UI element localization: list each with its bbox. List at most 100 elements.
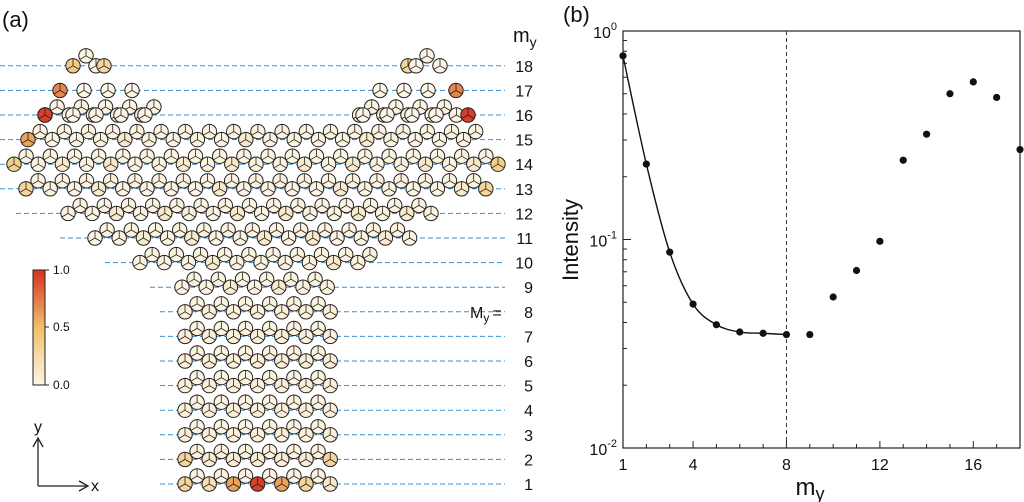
lattice-site — [181, 205, 197, 222]
lattice-site — [420, 82, 436, 99]
lattice-site — [88, 107, 104, 123]
lattice-site — [189, 419, 205, 435]
lattice-site — [274, 427, 290, 443]
lattice-site — [213, 394, 230, 410]
lattice-site — [417, 173, 433, 189]
lattice-site — [56, 123, 73, 140]
lattice-site — [226, 123, 242, 140]
lattice-site — [237, 345, 254, 361]
lattice-site — [381, 148, 397, 164]
lattice-site — [72, 197, 88, 214]
lattice-site — [237, 320, 254, 337]
lattice-site — [249, 353, 266, 369]
lattice-site — [298, 427, 314, 443]
lattice-site — [419, 123, 435, 140]
x-arrow-head — [78, 480, 90, 492]
lattice-site — [175, 156, 192, 172]
lattice-site — [163, 148, 180, 164]
data-point — [806, 330, 814, 339]
data-point — [922, 130, 931, 138]
x-axis-letter: x — [91, 478, 99, 495]
lattice-site — [225, 328, 242, 345]
lattice-site — [310, 296, 326, 312]
lattice-site — [374, 205, 391, 222]
lattice-site — [286, 320, 302, 337]
lattice-site — [256, 230, 273, 246]
lattice-site — [310, 345, 326, 361]
y-arrow-head — [32, 436, 44, 448]
lattice-site — [322, 328, 338, 345]
lattice-site — [274, 402, 290, 418]
fit-line — [622, 55, 787, 336]
lattice-site — [372, 82, 388, 99]
lattice-site — [99, 222, 115, 238]
lattice-site — [369, 173, 385, 189]
lattice-site — [177, 377, 193, 394]
data-point — [969, 78, 977, 86]
lattice-site — [274, 123, 290, 140]
lattice-site — [359, 131, 375, 148]
panel-a-label: (a) — [2, 7, 29, 32]
lattice-site — [405, 181, 421, 197]
lattice-site — [103, 156, 119, 172]
row-label: 14 — [515, 157, 533, 174]
lattice-site — [68, 131, 85, 148]
lattice-site — [407, 131, 423, 148]
lattice-site — [399, 205, 415, 222]
lattice-site — [310, 320, 326, 337]
lattice-site — [217, 246, 233, 263]
lattice-site — [431, 131, 448, 148]
lattice-site — [454, 148, 470, 164]
lattice-site — [387, 197, 403, 214]
data-point — [759, 329, 767, 337]
panel-b-label: (b) — [563, 2, 590, 27]
lattice-site — [298, 451, 314, 468]
lattice-site — [478, 148, 494, 164]
lattice-site — [401, 230, 418, 246]
lattice-site — [237, 419, 254, 435]
lattice-site — [52, 82, 68, 99]
lattice-site — [322, 451, 338, 468]
lattice-site — [224, 156, 240, 172]
lattice-site — [362, 197, 379, 214]
lattice-site — [314, 197, 330, 214]
lattice-site — [286, 468, 302, 484]
lattice-site — [120, 197, 137, 214]
lattice-site — [198, 279, 214, 295]
lattice-site — [241, 197, 258, 214]
lattice-site — [253, 254, 269, 271]
lattice-site — [393, 156, 409, 172]
lattice-site — [460, 107, 476, 123]
lattice-site — [225, 402, 242, 418]
lattice-site — [172, 222, 188, 238]
data-point — [993, 93, 1001, 102]
data-point — [852, 266, 861, 275]
lattice-site — [189, 443, 205, 460]
lattice-site — [396, 82, 412, 99]
lattice-site — [353, 230, 369, 246]
lattice-site — [248, 156, 264, 172]
lattice-site — [54, 156, 71, 172]
lattice-site — [201, 451, 217, 468]
lattice-site — [432, 58, 448, 74]
row-label: 3 — [524, 428, 533, 445]
lattice-site — [204, 254, 221, 271]
lattice-site — [246, 279, 263, 295]
lattice-site — [262, 320, 278, 337]
lattice-site — [213, 443, 230, 460]
lattice-site — [308, 181, 325, 197]
lattice-site — [298, 123, 314, 140]
panel-b: (b) 1 4 8 12 16 100 10-1 10-2 Intensity my — [558, 2, 1024, 502]
lattice-site — [405, 148, 421, 164]
lattice-site — [334, 131, 351, 148]
lattice-site — [341, 222, 357, 238]
data-point — [782, 330, 791, 339]
lattice-site — [249, 377, 266, 394]
lattice-site — [274, 451, 290, 468]
lattice-site — [417, 156, 434, 172]
lattice-site — [260, 148, 276, 164]
y-tick-label: 10-1 — [589, 230, 617, 251]
lattice-site — [441, 156, 458, 172]
lattice-site — [241, 246, 257, 263]
